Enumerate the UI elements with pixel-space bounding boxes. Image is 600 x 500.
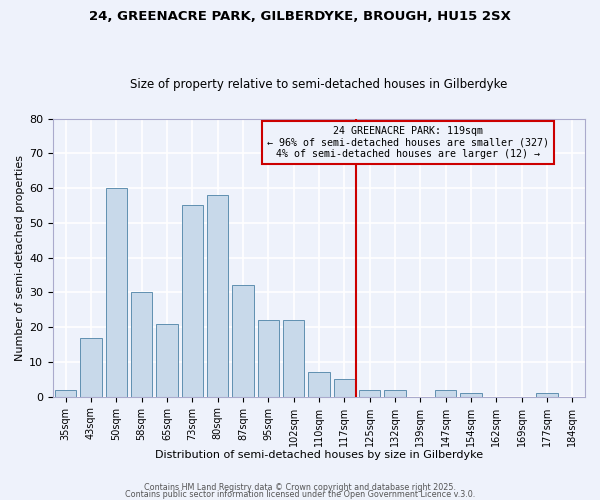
Bar [384,390,406,396]
Bar [182,206,203,396]
Bar [156,324,178,396]
Text: Contains public sector information licensed under the Open Government Licence v.: Contains public sector information licen… [125,490,475,499]
X-axis label: Distribution of semi-detached houses by size in Gilberdyke: Distribution of semi-detached houses by … [155,450,483,460]
Bar [460,394,482,396]
Bar [536,394,558,396]
Bar [257,320,279,396]
Bar [80,338,102,396]
Bar [131,292,152,397]
Text: 24 GREENACRE PARK: 119sqm
← 96% of semi-detached houses are smaller (327)
4% of : 24 GREENACRE PARK: 119sqm ← 96% of semi-… [266,126,548,160]
Bar [435,390,457,396]
Bar [55,390,76,396]
Bar [232,286,254,397]
Bar [283,320,304,396]
Bar [106,188,127,396]
Bar [334,380,355,396]
Y-axis label: Number of semi-detached properties: Number of semi-detached properties [15,154,25,360]
Title: Size of property relative to semi-detached houses in Gilberdyke: Size of property relative to semi-detach… [130,78,508,91]
Bar [207,195,229,396]
Text: Contains HM Land Registry data © Crown copyright and database right 2025.: Contains HM Land Registry data © Crown c… [144,484,456,492]
Bar [308,372,330,396]
Text: 24, GREENACRE PARK, GILBERDYKE, BROUGH, HU15 2SX: 24, GREENACRE PARK, GILBERDYKE, BROUGH, … [89,10,511,23]
Bar [359,390,380,396]
